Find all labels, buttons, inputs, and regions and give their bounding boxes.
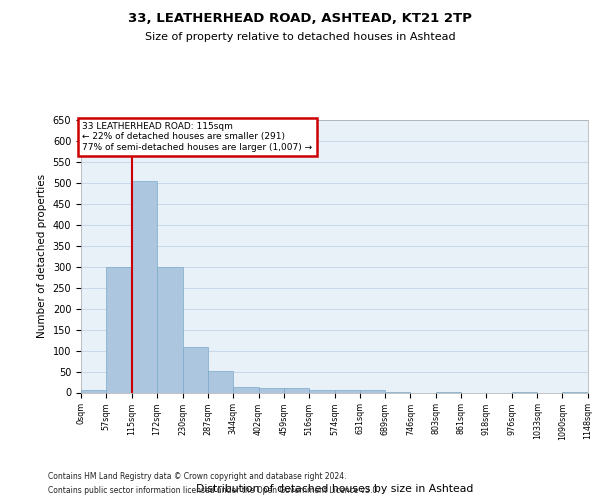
Bar bbox=[359, 390, 385, 392]
Bar bbox=[284, 388, 309, 392]
Text: 33 LEATHERHEAD ROAD: 115sqm
← 22% of detached houses are smaller (291)
77% of se: 33 LEATHERHEAD ROAD: 115sqm ← 22% of det… bbox=[82, 122, 313, 152]
Text: Contains public sector information licensed under the Open Government Licence v3: Contains public sector information licen… bbox=[48, 486, 380, 495]
X-axis label: Distribution of detached houses by size in Ashtead: Distribution of detached houses by size … bbox=[196, 484, 473, 494]
Text: 33, LEATHERHEAD ROAD, ASHTEAD, KT21 2TP: 33, LEATHERHEAD ROAD, ASHTEAD, KT21 2TP bbox=[128, 12, 472, 26]
Bar bbox=[335, 390, 359, 392]
Bar bbox=[81, 390, 106, 392]
Bar bbox=[259, 388, 284, 392]
Bar bbox=[208, 370, 233, 392]
Bar bbox=[309, 390, 335, 392]
Y-axis label: Number of detached properties: Number of detached properties bbox=[37, 174, 47, 338]
Bar bbox=[106, 266, 132, 392]
Bar bbox=[182, 347, 208, 393]
Bar bbox=[132, 181, 157, 392]
Bar bbox=[233, 388, 259, 392]
Text: Contains HM Land Registry data © Crown copyright and database right 2024.: Contains HM Land Registry data © Crown c… bbox=[48, 472, 347, 481]
Text: Size of property relative to detached houses in Ashtead: Size of property relative to detached ho… bbox=[145, 32, 455, 42]
Bar bbox=[157, 266, 182, 392]
